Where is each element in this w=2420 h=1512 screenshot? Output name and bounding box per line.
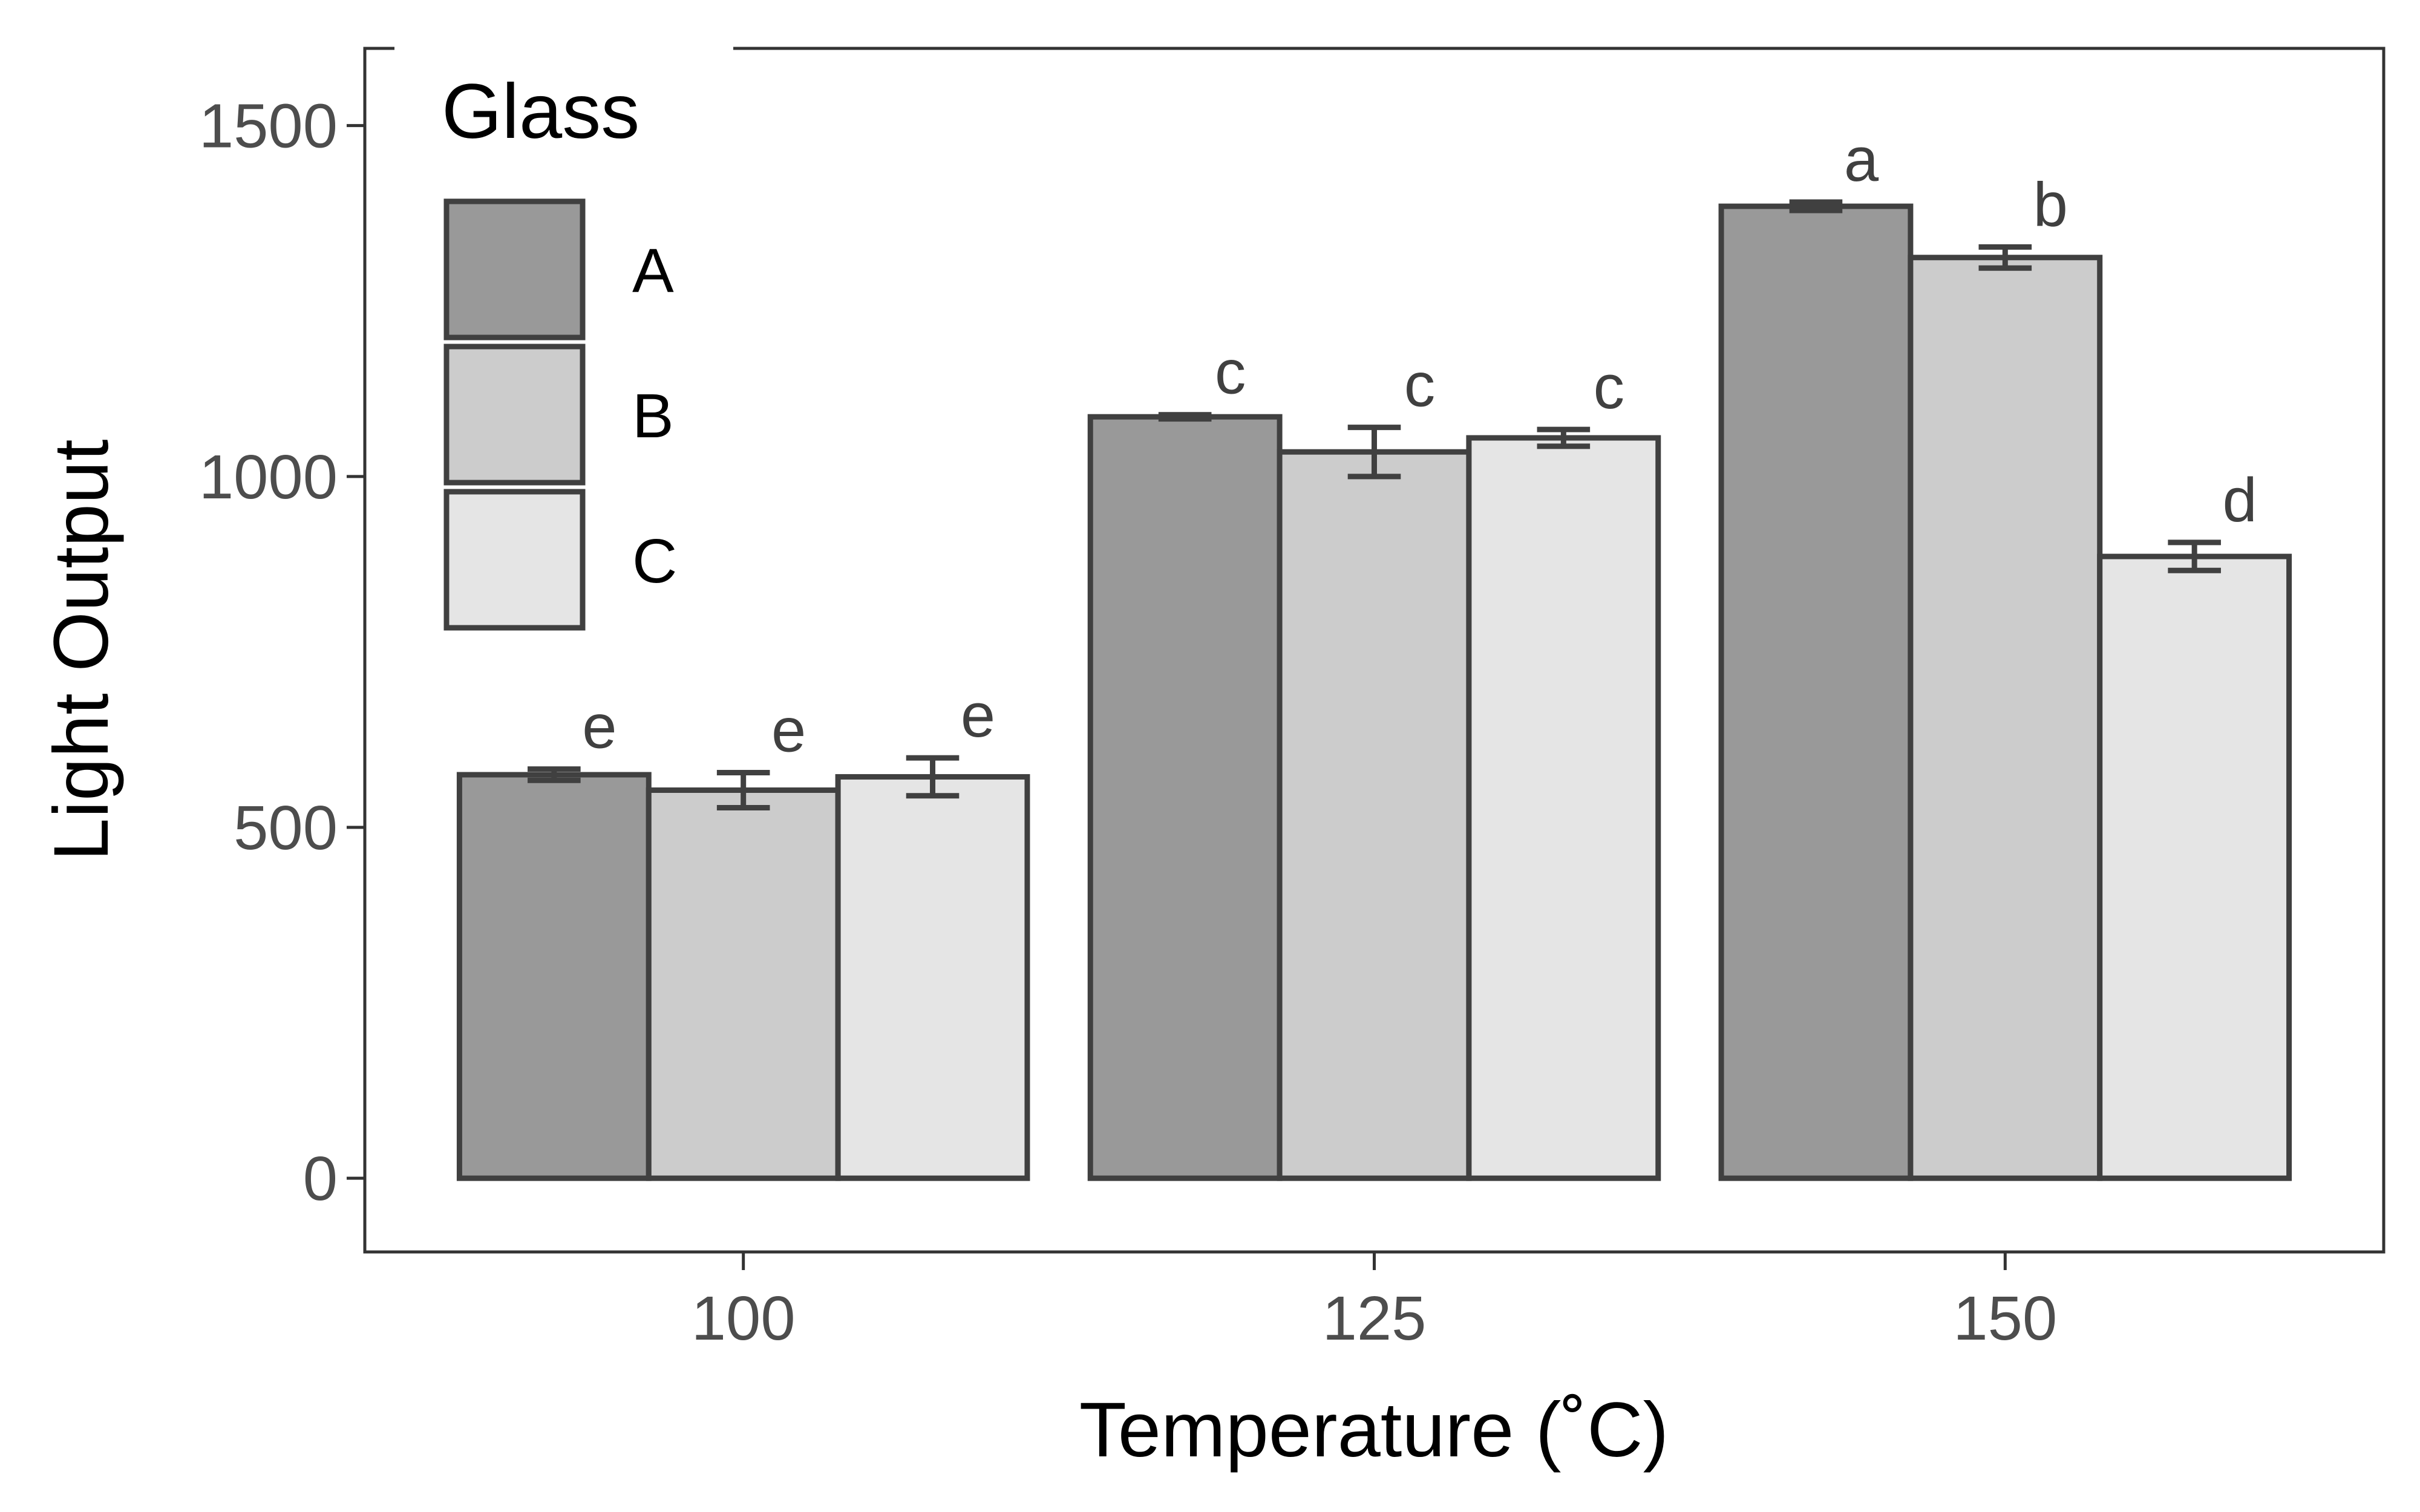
bar xyxy=(1277,449,1472,1181)
significance-label: e xyxy=(961,680,995,750)
legend: Glass A B C xyxy=(394,42,733,647)
legend-label: A xyxy=(632,236,674,305)
x-tick-label: 150 xyxy=(1953,1283,2057,1353)
legend-title: Glass xyxy=(442,68,639,155)
x-tick-label: 100 xyxy=(692,1283,796,1353)
legend-label: C xyxy=(632,526,677,596)
error-bar xyxy=(1158,412,1212,422)
axes: 0 500 1000 1500 100 125 150 xyxy=(199,91,2057,1353)
x-axis-title: Temperature (˚C) xyxy=(1079,1387,1669,1473)
bar xyxy=(1466,435,1661,1181)
y-axis-title: Light Output xyxy=(38,439,125,861)
significance-label: b xyxy=(2033,169,2068,239)
significance-label: c xyxy=(1594,352,1625,422)
error-bar xyxy=(906,755,960,799)
legend-key xyxy=(443,344,586,486)
significance-label: e xyxy=(771,695,806,764)
legend-items: A B C xyxy=(443,198,677,631)
bar xyxy=(456,772,652,1181)
error-bars xyxy=(528,199,2221,810)
bar xyxy=(1718,203,1914,1181)
significance-label: e xyxy=(582,692,616,761)
bar xyxy=(1908,255,2103,1181)
bar xyxy=(2097,553,2292,1181)
y-tick-label: 1500 xyxy=(199,91,338,161)
legend-key xyxy=(443,198,586,341)
legend-key xyxy=(443,489,586,631)
significance-label: d xyxy=(2223,465,2257,535)
bar xyxy=(835,774,1030,1181)
x-tick-label: 125 xyxy=(1323,1283,1427,1353)
bar xyxy=(1087,414,1283,1181)
error-bar xyxy=(2168,539,2221,573)
bars xyxy=(456,203,2292,1181)
y-tick-label: 500 xyxy=(234,793,338,862)
error-bar xyxy=(1537,426,1591,449)
error-bar xyxy=(528,766,581,783)
error-bar xyxy=(1978,244,2032,271)
significance-labels: e e e c c c a b d xyxy=(582,125,2257,764)
significance-label: a xyxy=(1844,125,1879,194)
error-bar xyxy=(1789,199,1843,213)
y-tick-label: 1000 xyxy=(199,442,338,512)
significance-label: c xyxy=(1215,337,1246,407)
bar xyxy=(646,787,841,1181)
error-bar xyxy=(716,769,770,810)
error-bar xyxy=(1347,425,1401,480)
legend-label: B xyxy=(632,381,674,451)
y-tick-label: 0 xyxy=(303,1144,338,1213)
significance-label: c xyxy=(1404,350,1436,420)
